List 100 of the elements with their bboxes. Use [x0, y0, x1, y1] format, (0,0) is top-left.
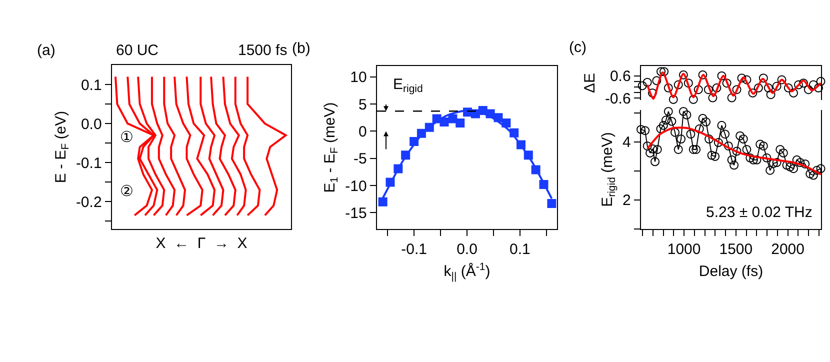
point — [796, 158, 805, 168]
point — [786, 162, 795, 172]
point — [717, 71, 726, 80]
y-tick-label: 0.0 — [80, 116, 102, 133]
text: (a) — [37, 42, 56, 59]
point — [724, 141, 733, 150]
point — [756, 140, 765, 149]
point — [748, 88, 758, 98]
point — [789, 164, 798, 174]
point — [686, 130, 696, 139]
point — [798, 78, 808, 88]
point — [688, 144, 698, 154]
point — [808, 170, 818, 180]
point — [732, 85, 742, 94]
y-tick-label: 4 — [622, 134, 631, 152]
point — [652, 144, 662, 154]
point — [794, 80, 803, 90]
point — [698, 70, 708, 80]
point — [670, 128, 680, 137]
annotation: ① — [120, 129, 133, 146]
point — [642, 141, 652, 150]
point — [646, 148, 655, 158]
point — [717, 120, 726, 130]
point — [694, 85, 703, 94]
point — [766, 166, 775, 175]
x-axis-title: k$_{||}$ (Å$^{-1}$) — [444, 260, 490, 282]
y-tick-label: -10 — [345, 178, 367, 195]
y-tick-label: -0.1 — [76, 154, 102, 172]
text: (c) — [569, 39, 586, 56]
x-tick-label: 2000 — [771, 241, 804, 258]
text: 60 UC — [116, 42, 159, 59]
point — [694, 124, 704, 134]
point — [707, 150, 716, 160]
point — [758, 141, 768, 150]
point — [772, 82, 782, 91]
point — [682, 110, 692, 120]
point — [702, 117, 711, 126]
point — [727, 155, 736, 164]
point — [710, 152, 720, 161]
point — [816, 76, 826, 86]
point — [456, 118, 465, 128]
x-axis-title: X ← Γ → X — [156, 235, 248, 252]
point — [674, 80, 683, 90]
point — [730, 160, 739, 170]
point — [676, 134, 686, 144]
y-tick-label: 10 — [350, 69, 367, 86]
point — [664, 83, 673, 92]
y-axis-title: ΔE — [581, 72, 598, 94]
point — [800, 159, 810, 168]
point — [642, 78, 652, 87]
point — [688, 94, 698, 104]
point — [678, 106, 688, 116]
point — [547, 198, 556, 208]
point — [640, 126, 650, 136]
point — [722, 78, 732, 88]
point — [712, 83, 722, 92]
point — [684, 78, 693, 88]
ref-line-label: E$_{rigid}$ — [393, 76, 424, 96]
text: (b) — [292, 40, 310, 57]
point — [714, 138, 723, 148]
point — [752, 155, 762, 164]
text: 1500 fs — [238, 42, 288, 59]
point — [812, 166, 822, 175]
point — [698, 114, 708, 123]
x-tick-label: 0.0 — [456, 241, 478, 258]
point — [658, 120, 668, 130]
point — [808, 80, 818, 90]
point — [764, 83, 773, 92]
x-tick-label: 1500 — [719, 241, 753, 258]
point — [772, 158, 782, 168]
point — [804, 85, 813, 94]
point — [664, 106, 673, 116]
point — [662, 116, 670, 125]
point — [736, 131, 745, 140]
point — [754, 83, 763, 92]
point — [732, 146, 742, 156]
point — [806, 169, 815, 178]
point — [692, 144, 701, 154]
y-tick-label: -5 — [353, 150, 367, 168]
x-axis-title: Delay (fs) — [698, 263, 764, 280]
point — [656, 67, 666, 76]
point — [660, 67, 669, 76]
point — [777, 75, 786, 84]
point — [784, 83, 793, 92]
point — [674, 144, 683, 154]
y-tick-label: 0 — [358, 123, 367, 140]
y-tick-label: 0.6 — [610, 68, 631, 86]
point — [738, 134, 748, 144]
point — [727, 93, 736, 102]
point — [746, 153, 755, 162]
point — [678, 70, 688, 80]
annotation: ② — [120, 183, 133, 200]
x-tick-label: 1000 — [667, 241, 701, 258]
annotation: 5.23 ± 0.02 THz — [706, 204, 812, 221]
point — [816, 164, 826, 174]
point — [778, 148, 788, 158]
point — [762, 153, 772, 162]
point — [704, 85, 713, 94]
point — [742, 144, 752, 154]
x-tick-label: -0.1 — [401, 241, 427, 258]
